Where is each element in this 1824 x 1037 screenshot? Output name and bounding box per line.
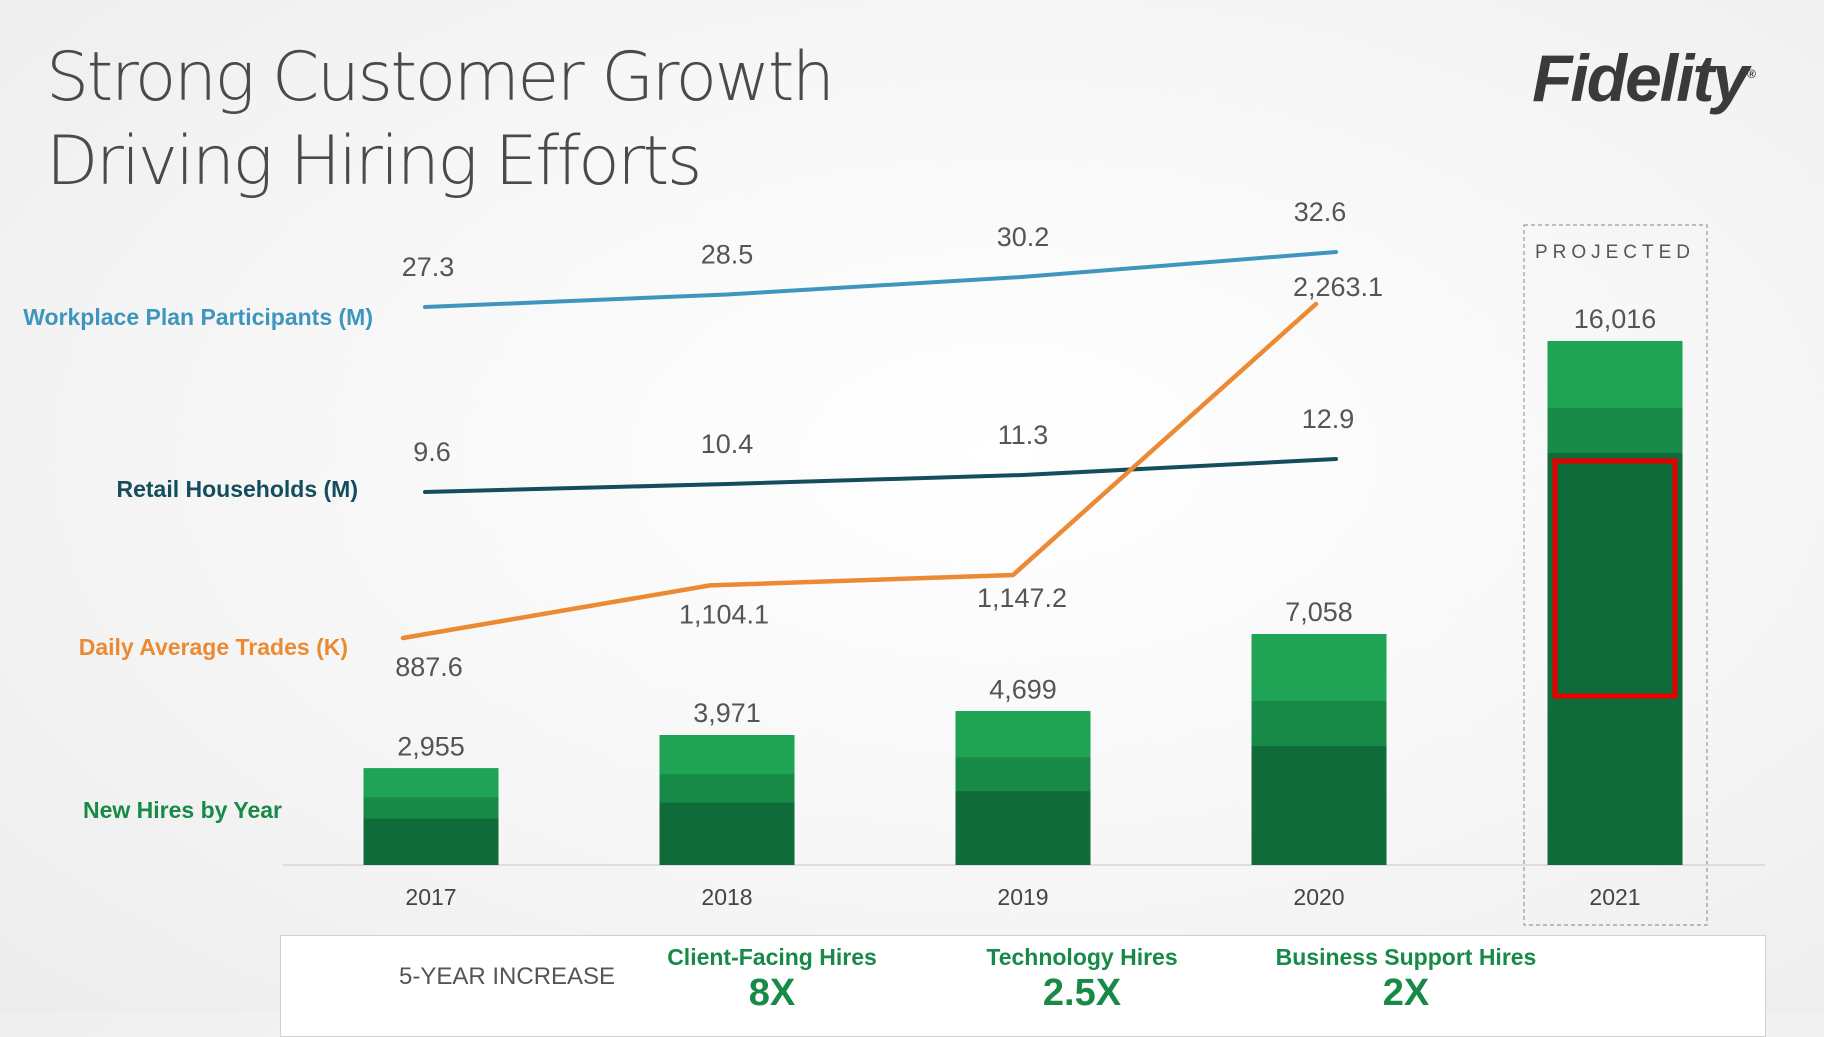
bar-segment-top-2018 bbox=[659, 735, 795, 775]
data-label-daily-average-trades-2019: 1,147.2 bbox=[977, 583, 1067, 613]
logo-text: Fidelity bbox=[1532, 41, 1749, 115]
legend-new-hires-by-year: New Hires by Year bbox=[83, 797, 282, 823]
page-title: Strong Customer Growth Driving Hiring Ef… bbox=[46, 36, 835, 204]
business-support-hires-label: Business Support Hires bbox=[1275, 944, 1537, 970]
x-tick-label-2018: 2018 bbox=[701, 884, 752, 910]
bar-value-label-2020: 7,058 bbox=[1285, 597, 1353, 627]
registered-mark: ® bbox=[1747, 67, 1756, 81]
bar-segment-top-2021 bbox=[1547, 341, 1683, 408]
fidelity-logo: Fidelity® bbox=[1532, 40, 1756, 116]
projected-label: PROJECTED bbox=[1535, 242, 1695, 263]
growth-chart: PROJECTED 2,955 2017 3,971 2018 4,699 2019 7,05… bbox=[23, 197, 1765, 926]
bar-value-label-2019: 4,699 bbox=[989, 674, 1057, 704]
highlight-box bbox=[1552, 458, 1678, 699]
client-facing-hires-label: Client-Facing Hires bbox=[667, 944, 877, 970]
data-label-daily-average-trades-2017: 887.6 bbox=[395, 652, 463, 682]
x-tick-label-2019: 2019 bbox=[997, 884, 1048, 910]
five-year-increase-panel: 5-YEAR INCREASE Client-Facing Hires 8X T… bbox=[280, 935, 1766, 1037]
bar-segment-top-2020 bbox=[1251, 634, 1387, 702]
bar-value-label-2021: 16,016 bbox=[1574, 304, 1657, 334]
data-label-retail-households-2018: 10.4 bbox=[701, 429, 754, 459]
data-label-daily-average-trades-2018: 1,104.1 bbox=[679, 599, 769, 629]
data-label-workplace-plan-participants-2020: 32.6 bbox=[1294, 197, 1347, 227]
bar-segment-top-2019 bbox=[955, 711, 1091, 758]
legend-daily-average-trades: Daily Average Trades (K) bbox=[79, 634, 348, 660]
projected-box bbox=[1523, 224, 1708, 926]
title-line-1: Strong Customer Growth bbox=[46, 38, 835, 117]
business-support-hires-metric: Business Support Hires 2X bbox=[1271, 944, 1541, 1015]
x-tick-label-2017: 2017 bbox=[405, 884, 456, 910]
technology-hires-label: Technology Hires bbox=[986, 944, 1178, 970]
legend-retail-households: Retail Households (M) bbox=[116, 476, 358, 502]
data-label-retail-households-2020: 12.9 bbox=[1302, 404, 1355, 434]
data-label-daily-average-trades-2020: 2,263.1 bbox=[1293, 272, 1383, 302]
legend-workplace-plan-participants: Workplace Plan Participants (M) bbox=[23, 304, 373, 330]
line-workplace-plan-participants bbox=[423, 250, 1338, 309]
x-tick-label-2021: 2021 bbox=[1589, 884, 1640, 910]
technology-hires-value: 2.5X bbox=[1042, 972, 1122, 1014]
data-label-workplace-plan-participants-2019: 30.2 bbox=[997, 222, 1050, 252]
technology-hires-metric: Technology Hires 2.5X bbox=[977, 944, 1187, 1015]
bar-value-label-2017: 2,955 bbox=[397, 731, 465, 761]
title-line-2: Driving Hiring Efforts bbox=[46, 122, 702, 201]
bar-value-label-2018: 3,971 bbox=[693, 698, 761, 728]
business-support-hires-value: 2X bbox=[1382, 972, 1430, 1014]
data-label-retail-households-2017: 9.6 bbox=[413, 437, 451, 467]
data-label-retail-households-2019: 11.3 bbox=[998, 420, 1049, 450]
x-tick-label-2020: 2020 bbox=[1293, 884, 1344, 910]
data-label-workplace-plan-participants-2017: 27.3 bbox=[402, 252, 455, 282]
client-facing-hires-metric: Client-Facing Hires 8X bbox=[662, 944, 882, 1015]
data-label-workplace-plan-participants-2018: 28.5 bbox=[701, 240, 754, 270]
line-retail-households bbox=[423, 457, 1338, 494]
client-facing-hires-value: 8X bbox=[748, 972, 796, 1014]
five-year-increase-label: 5-YEAR INCREASE bbox=[399, 963, 616, 990]
bar-segment-top-2017 bbox=[363, 768, 499, 798]
line-daily-average-trades bbox=[400, 301, 1319, 641]
